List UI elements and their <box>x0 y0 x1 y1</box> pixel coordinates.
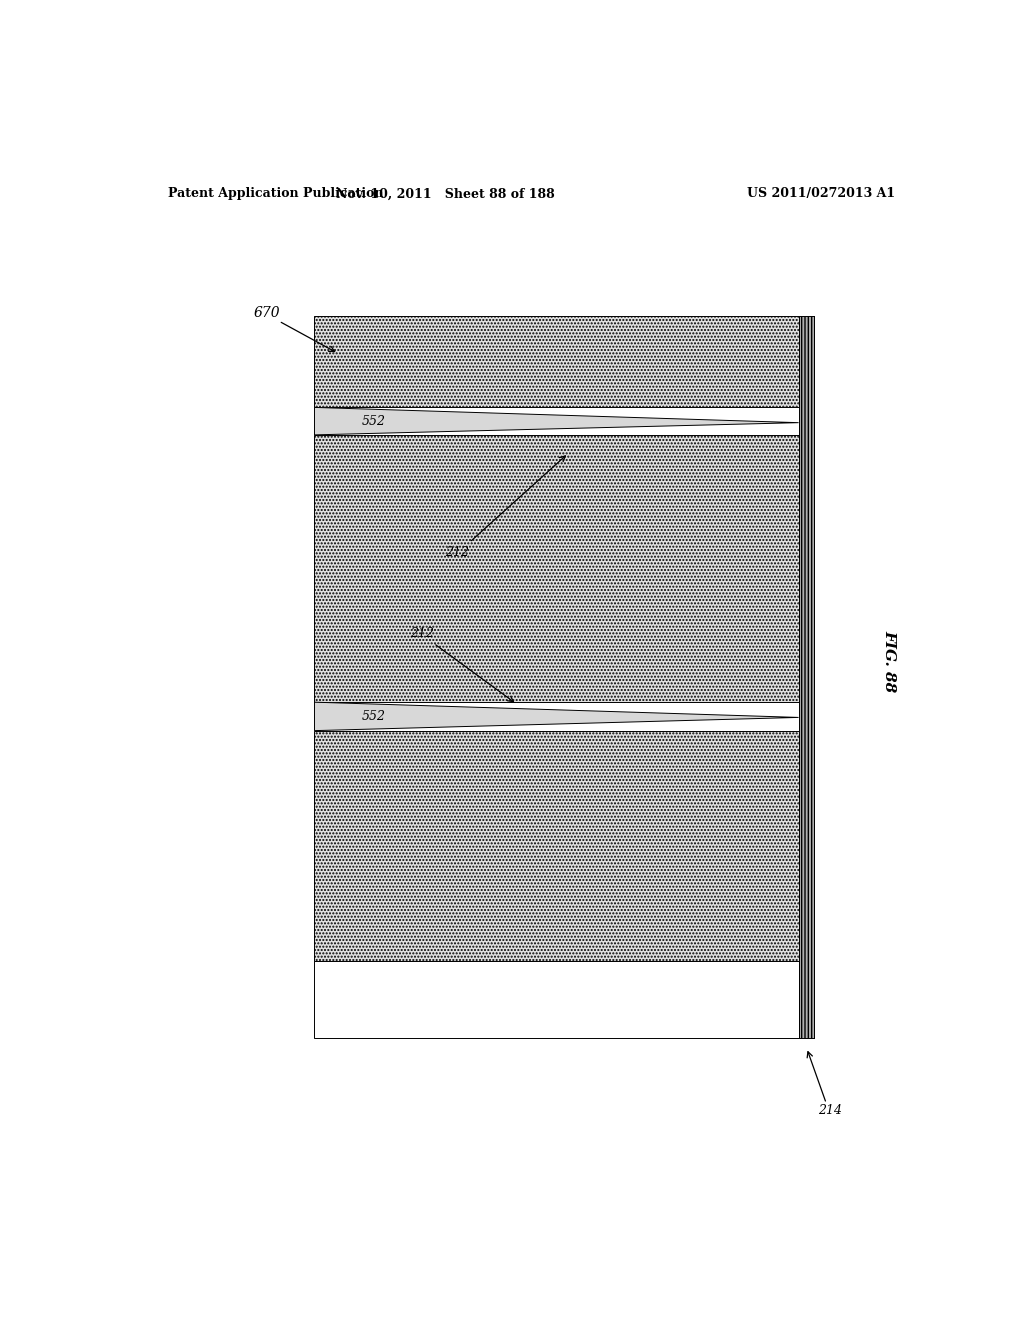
Text: FIG. 88: FIG. 88 <box>883 631 897 693</box>
Bar <box>314 434 799 702</box>
Text: 670: 670 <box>254 306 281 319</box>
Text: Nov. 10, 2011   Sheet 88 of 188: Nov. 10, 2011 Sheet 88 of 188 <box>336 187 555 201</box>
Text: 212: 212 <box>445 546 469 560</box>
Text: 552: 552 <box>362 414 386 428</box>
Polygon shape <box>314 702 799 731</box>
Bar <box>799 315 814 1038</box>
Text: 212: 212 <box>410 627 433 640</box>
Bar <box>314 961 799 1038</box>
Text: 214: 214 <box>818 1105 843 1117</box>
Bar <box>314 315 799 408</box>
Text: 552: 552 <box>362 710 386 723</box>
Bar <box>314 731 799 961</box>
Text: US 2011/0272013 A1: US 2011/0272013 A1 <box>748 187 895 201</box>
Text: Patent Application Publication: Patent Application Publication <box>168 187 383 201</box>
Polygon shape <box>314 408 799 434</box>
